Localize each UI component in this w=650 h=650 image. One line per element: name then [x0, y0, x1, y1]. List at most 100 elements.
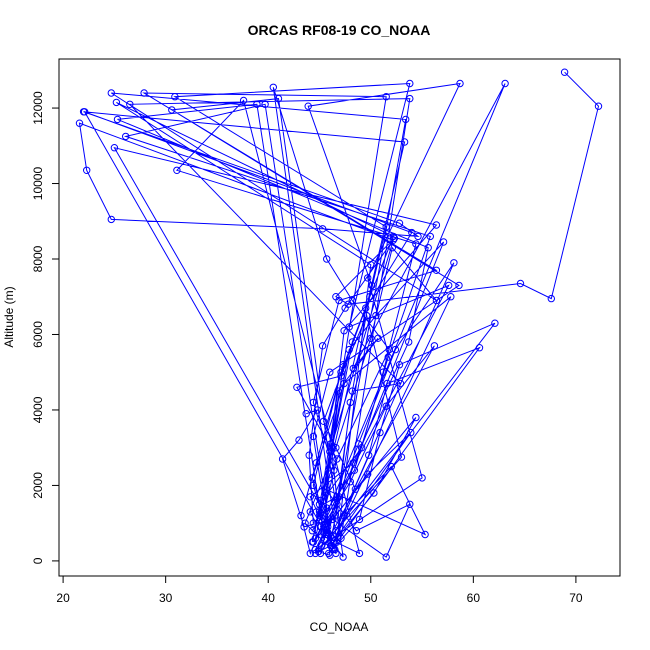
- data-point: [122, 132, 130, 141]
- data-point: [456, 79, 464, 88]
- data-point: [367, 261, 375, 269]
- data-point: [326, 470, 334, 478]
- data-point: [126, 100, 134, 109]
- data-point: [340, 327, 348, 335]
- data-point: [315, 500, 324, 508]
- data-point: [382, 223, 390, 231]
- data-point: [335, 296, 343, 305]
- data-point: [309, 432, 317, 441]
- data-point: [391, 345, 400, 354]
- x-tick-label: 40: [262, 591, 276, 605]
- data-point: [376, 428, 384, 437]
- data-point: [372, 311, 380, 320]
- data-point: [400, 138, 409, 146]
- data-point: [349, 459, 357, 467]
- data-point: [339, 361, 347, 369]
- data-point: [323, 255, 331, 263]
- data-point: [408, 228, 416, 237]
- data-point: [322, 485, 330, 493]
- data-point: [337, 372, 345, 380]
- data-point: [309, 538, 317, 546]
- data-point: [316, 496, 325, 505]
- data-point: [316, 549, 325, 558]
- data-point: [335, 493, 343, 501]
- data-point: [424, 244, 432, 252]
- data-point: [345, 345, 353, 354]
- x-axis: 20 30 40 50 60 70: [56, 575, 583, 605]
- y-axis-label: Altitude (m): [2, 286, 16, 347]
- data-point: [367, 334, 375, 342]
- data-point: [395, 361, 404, 369]
- data-point: [324, 519, 332, 527]
- data-point: [337, 534, 345, 542]
- data-point: [350, 466, 359, 474]
- data-point: [333, 455, 341, 463]
- data-point: [113, 115, 122, 124]
- x-tick-label: 30: [159, 591, 173, 605]
- data-point: [320, 536, 329, 544]
- data-point: [349, 364, 357, 373]
- data-point: [355, 549, 364, 558]
- data-point: [278, 455, 287, 463]
- data-point: [306, 549, 314, 558]
- data-point: [560, 68, 569, 76]
- y-tick-label: 12000: [31, 91, 45, 125]
- data-point: [312, 459, 321, 467]
- data-point: [382, 402, 390, 410]
- data-point: [330, 466, 338, 474]
- data-point: [418, 474, 426, 482]
- data-point: [295, 436, 303, 444]
- data-point: [269, 83, 277, 92]
- data-point: [365, 451, 373, 459]
- data-point: [370, 489, 378, 497]
- y-axis: 0 2000 4000 6000 8000 10000 12000: [31, 91, 60, 564]
- data-point: [395, 219, 404, 227]
- data-point: [374, 334, 382, 342]
- x-axis-label: CO_NOAA: [310, 620, 369, 634]
- data-point: [327, 440, 335, 448]
- data-point: [432, 296, 441, 305]
- data-point: [332, 527, 340, 535]
- data-point: [363, 311, 371, 320]
- data-point: [439, 238, 448, 246]
- data-point: [333, 493, 341, 501]
- data-point: [315, 508, 324, 516]
- data-point: [348, 387, 356, 395]
- data-point: [309, 398, 317, 407]
- data-point: [327, 542, 335, 550]
- data-point: [405, 338, 413, 346]
- y-tick-label: 2000: [31, 472, 45, 499]
- data-point: [348, 338, 356, 346]
- data-point: [83, 166, 91, 175]
- data-point: [402, 115, 410, 124]
- data-point: [406, 79, 414, 88]
- data-point: [389, 236, 397, 244]
- data-point: [414, 232, 422, 241]
- data-point: [340, 511, 348, 520]
- x-tick-label: 60: [467, 591, 481, 605]
- data-point: [382, 93, 390, 101]
- data-point: [274, 94, 283, 103]
- data-point: [315, 511, 324, 520]
- data-point: [362, 304, 370, 312]
- data-point: [421, 530, 429, 539]
- data-point: [311, 549, 320, 558]
- data-point: [364, 274, 372, 282]
- data-point: [432, 221, 441, 229]
- data-point: [325, 549, 333, 558]
- data-point: [352, 527, 361, 535]
- data-point: [364, 470, 372, 478]
- data-point: [346, 398, 354, 407]
- data-point: [306, 508, 314, 516]
- data-point: [140, 89, 148, 97]
- data-point: [432, 266, 441, 274]
- data-point: [334, 387, 342, 395]
- data-point: [311, 534, 320, 542]
- data-point: [501, 79, 509, 88]
- data-point: [445, 281, 453, 290]
- y-tick-label: 0: [31, 557, 45, 564]
- data-point: [309, 481, 317, 490]
- data-point: [379, 368, 387, 376]
- data-point: [340, 379, 348, 388]
